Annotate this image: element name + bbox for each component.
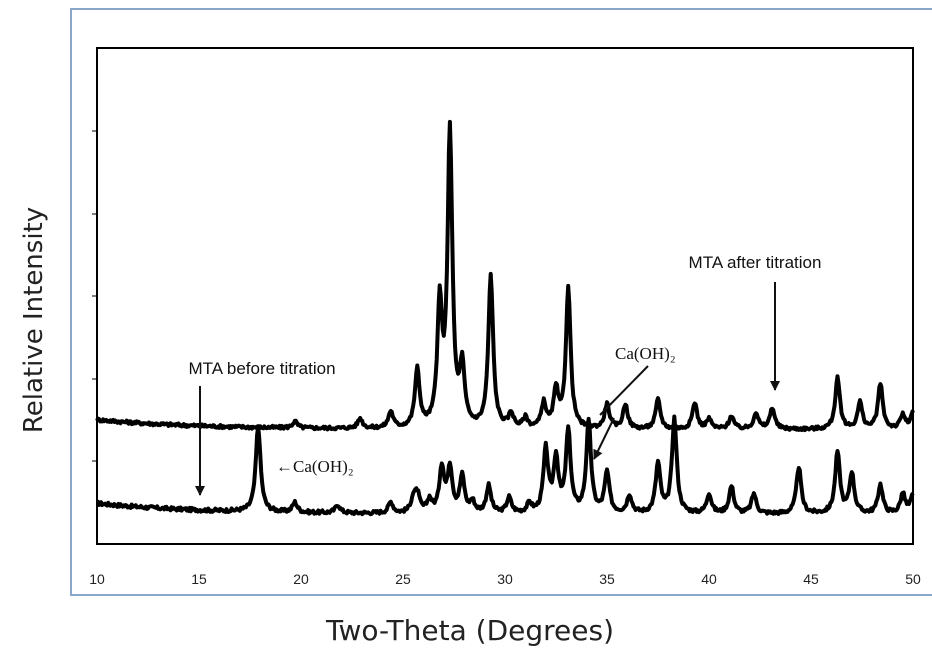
annotation-mta-after-titration: MTA after titration bbox=[689, 253, 822, 272]
annotation-arrow-caoh2-right bbox=[599, 365, 649, 416]
x-tick-label: 25 bbox=[395, 571, 411, 587]
y-tick-marks bbox=[92, 130, 97, 462]
figure-frame-top bbox=[72, 8, 932, 10]
x-tick-labels: 10 15 20 25 30 35 40 45 50 bbox=[89, 571, 921, 587]
x-tick-label: 35 bbox=[599, 571, 615, 587]
annotation-caoh2-right: Ca(OH)₂ bbox=[615, 344, 676, 363]
figure-frame-bottom bbox=[70, 594, 932, 596]
y-axis-title: Relative Intensity bbox=[19, 207, 49, 433]
x-tick-label: 15 bbox=[191, 571, 207, 587]
plot-area bbox=[96, 47, 914, 545]
series-mta-after-titration bbox=[95, 119, 915, 433]
x-tick-label: 40 bbox=[701, 571, 717, 587]
annotation-caoh2-left: ←Ca(OH)₂ bbox=[276, 457, 354, 476]
x-tick-label: 50 bbox=[905, 571, 921, 587]
x-tick-label: 30 bbox=[497, 571, 513, 587]
annotation-arrow-caoh2-right-lower bbox=[593, 417, 615, 460]
series-mta-before-titration bbox=[96, 414, 915, 517]
figure-frame-left bbox=[70, 8, 72, 596]
x-tick-label: 10 bbox=[89, 571, 105, 587]
annotation-mta-before-titration: MTA before titration bbox=[188, 359, 335, 378]
x-axis-title: Two-Theta (Degrees) bbox=[325, 614, 614, 647]
x-tick-label: 20 bbox=[293, 571, 309, 587]
x-tick-label: 45 bbox=[803, 571, 819, 587]
